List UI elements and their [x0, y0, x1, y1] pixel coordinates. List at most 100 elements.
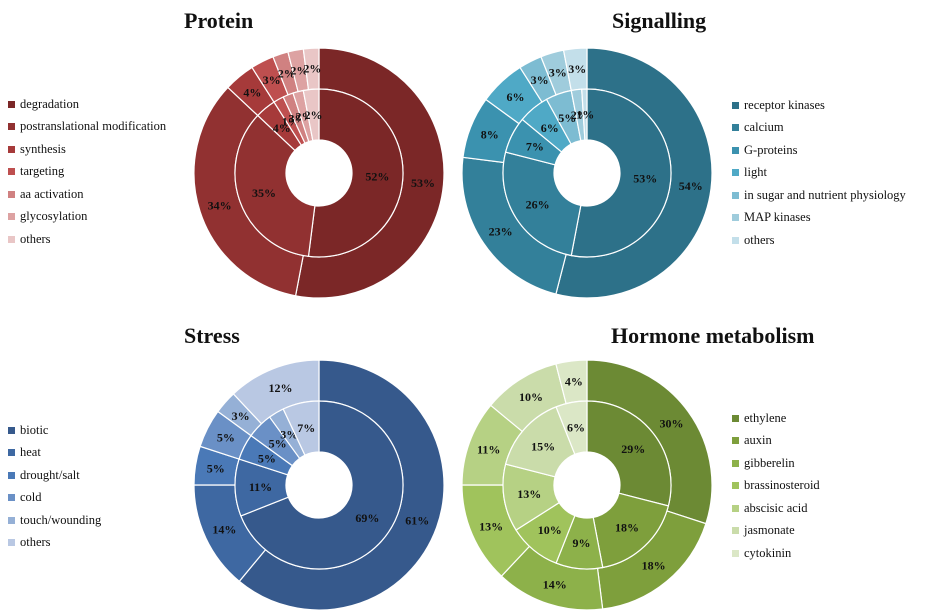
outer-ring-data-label: 3%: [549, 66, 567, 80]
inner-ring-slice: [302, 88, 320, 142]
inner-ring-slice: [307, 88, 404, 258]
legend-label: brassinosteroid: [744, 478, 820, 493]
legend-item: ethylene: [732, 407, 820, 430]
signalling-title: Signalling: [612, 8, 707, 33]
inner-ring-data-label: 5%: [269, 437, 287, 451]
legend-swatch: [8, 471, 15, 479]
outer-ring-data-label: 10%: [519, 390, 543, 404]
outer-ring-data-label: 53%: [411, 176, 435, 190]
hormone-legend: ethylene auxin gibberelin brassinosteroi…: [732, 407, 820, 565]
outer-ring-data-label: 2%: [290, 63, 308, 77]
signalling-legend: receptor kinases calcium G-proteins ligh…: [732, 94, 906, 252]
legend-item: synthesis: [8, 138, 166, 161]
outer-ring-data-label: 61%: [405, 513, 429, 527]
inner-ring-data-label: 26%: [526, 197, 550, 211]
inner-ring-data-label: 11%: [249, 480, 272, 494]
legend-item: cold: [8, 487, 101, 510]
inner-ring-slice: [234, 114, 316, 258]
legend-swatch: [732, 549, 739, 557]
inner-ring-data-label: 6%: [541, 121, 559, 135]
inner-ring-data-label: 18%: [615, 521, 639, 535]
legend-swatch: [732, 191, 739, 199]
legend-swatch: [732, 236, 739, 244]
legend-item: MAP kinases: [732, 207, 906, 230]
stress-legend: biotic heat drought/salt cold touch/woun…: [8, 419, 101, 554]
inner-ring-data-label: 5%: [558, 111, 576, 125]
legend-label: ethylene: [744, 410, 787, 425]
legend-swatch: [732, 124, 739, 132]
legend-label: others: [20, 535, 51, 550]
inner-ring-slice: [282, 400, 320, 456]
inner-ring-data-label: 9%: [573, 536, 591, 550]
inner-ring-data-label: 1%: [576, 108, 594, 122]
legend-label: degradation: [20, 96, 80, 111]
legend-swatch: [8, 168, 15, 176]
inner-ring-data-label: 15%: [531, 439, 555, 453]
legend-swatch: [732, 527, 739, 535]
legend-item: in sugar and nutrient physiology: [732, 184, 906, 207]
outer-ring-data-label: 3%: [263, 73, 281, 87]
inner-ring-data-label: 53%: [633, 172, 657, 186]
stress-title: Stress: [184, 323, 240, 348]
inner-ring-data-label: 6%: [567, 421, 585, 435]
legend-item: others: [8, 532, 101, 555]
outer-ring-data-label: 23%: [489, 225, 513, 239]
legend-swatch: [732, 414, 739, 422]
legend-item: touch/wounding: [8, 509, 101, 532]
legend-swatch: [8, 213, 15, 221]
inner-ring-data-label: 69%: [355, 511, 379, 525]
legend-label: postranslational modification: [20, 119, 167, 134]
legend-item: aa activation: [8, 183, 166, 206]
inner-ring-data-label: 4%: [273, 121, 291, 135]
legend-label: others: [20, 231, 51, 246]
legend-label: G-proteins: [744, 142, 798, 157]
inner-ring-data-label: 2%: [305, 108, 323, 122]
stress-donut: 61%14%5%5%3%12%69%11%5%5%3% 7%: [193, 359, 445, 610]
legend-label: jasmonate: [744, 523, 795, 538]
outer-ring-data-label: 6%: [507, 90, 525, 104]
legend-label: gibberelin: [744, 455, 795, 470]
outer-ring-data-label: 2%: [278, 67, 296, 81]
inner-ring-slice: [502, 151, 582, 257]
legend-swatch: [8, 539, 15, 547]
legend-item: others: [732, 229, 906, 252]
legend-label: others: [744, 232, 775, 247]
inner-ring-slice: [581, 88, 588, 141]
legend-label: light: [744, 165, 767, 180]
legend-item: postranslational modification: [8, 116, 166, 139]
legend-item: gibberelin: [732, 452, 820, 475]
protein-donut: 53%34%4%3%2%2%2%52%35%4%1%3%2%2%: [193, 47, 445, 299]
outer-ring-data-label: 2%: [303, 62, 321, 76]
inner-ring-data-label: 13%: [517, 487, 541, 501]
legend-swatch: [8, 190, 15, 198]
outer-ring-data-label: 12%: [269, 381, 293, 395]
protein-legend: degradation postranslational modificatio…: [8, 93, 166, 251]
legend-item: auxin: [732, 430, 820, 453]
inner-ring-data-label: 7%: [526, 139, 544, 153]
legend-item: heat: [8, 442, 101, 465]
inner-ring-data-label: 7%: [297, 421, 315, 435]
legend-swatch: [732, 146, 739, 154]
legend-swatch: [8, 123, 15, 131]
legend-item: light: [732, 162, 906, 185]
inner-ring-data-label: 52%: [365, 170, 389, 184]
legend-label: synthesis: [20, 141, 66, 156]
legend-item: abscisic acid: [732, 497, 820, 520]
outer-ring-data-label: 5%: [207, 462, 225, 476]
legend-swatch: [8, 494, 15, 502]
outer-ring-data-label: 8%: [481, 128, 499, 142]
hormone-donut: 30% 18% 14% 13% 11% 10% 4% 29% 18% 9% 10% 13% 15% 6%: [461, 359, 713, 610]
legend-label: MAP kinases: [744, 210, 811, 225]
outer-ring-data-label: 3%: [531, 73, 549, 87]
legend-label: glycosylation: [20, 209, 88, 224]
legend-swatch: [8, 235, 15, 243]
outer-ring-data-label: 4%: [243, 86, 261, 100]
legend-swatch: [732, 169, 739, 177]
legend-swatch: [8, 100, 15, 108]
legend-item: jasmonate: [732, 520, 820, 543]
legend-label: heat: [20, 445, 41, 460]
inner-ring-slice: [570, 88, 672, 258]
legend-label: drought/salt: [20, 467, 80, 482]
signalling-donut: 54%23%8%6%3%3% 3%53%26%7%6%5%2%1%: [461, 47, 713, 299]
outer-ring-data-label: 13%: [479, 520, 503, 534]
